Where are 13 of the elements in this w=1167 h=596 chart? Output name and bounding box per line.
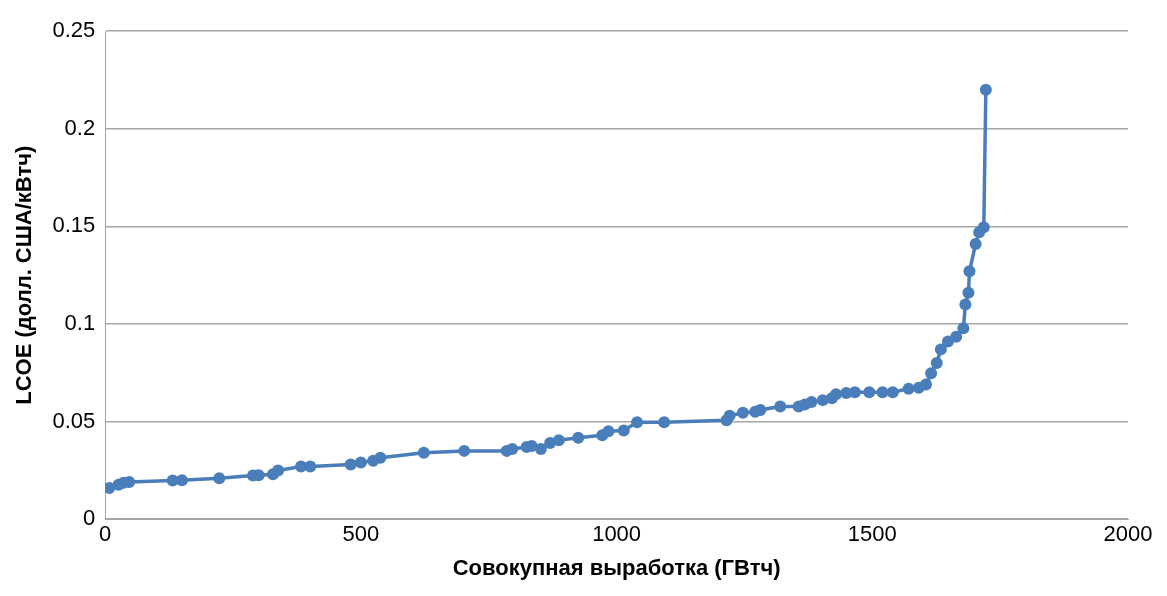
y-tick-label: 0.2 — [64, 114, 96, 140]
y-axis-title: LCOE (долл. США/кВтч) — [11, 145, 37, 405]
y-tick-label: 0.15 — [52, 212, 96, 238]
x-tick-label: 1500 — [847, 521, 897, 547]
x-tick-label: 0 — [99, 521, 112, 547]
y-tick-label: 0.1 — [64, 310, 96, 336]
y-tick-label: 0 — [82, 505, 96, 531]
y-tick-label: 0.05 — [52, 407, 96, 433]
x-tick-label: 1000 — [592, 521, 642, 547]
x-tick-label: 500 — [342, 521, 380, 547]
y-tick-label: 0.25 — [52, 17, 96, 43]
x-tick-label: 2000 — [1103, 521, 1153, 547]
x-axis-title: Совокупная выработка (ГВтч) — [452, 554, 781, 580]
